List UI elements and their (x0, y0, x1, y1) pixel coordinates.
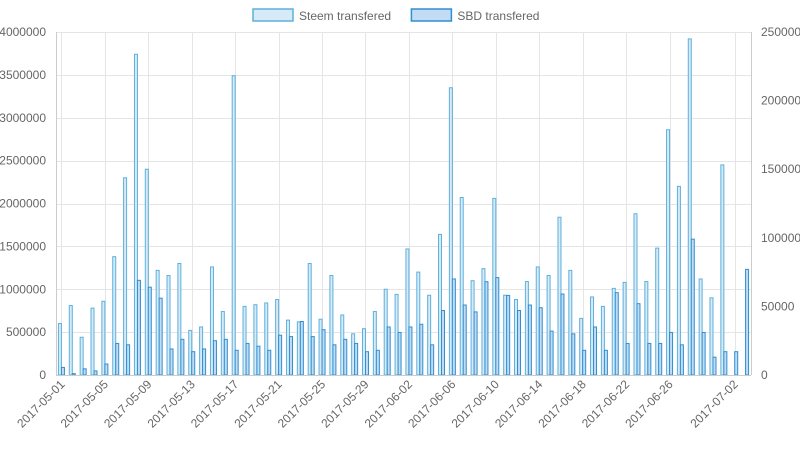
bar-sbd[interactable] (126, 344, 131, 376)
y-right-tick-label: 150000 (761, 162, 800, 176)
bar-steem[interactable] (68, 305, 73, 376)
bar-sbd[interactable] (538, 307, 543, 376)
legend-item-steem[interactable]: Steem transfered (252, 8, 391, 23)
bar-sbd[interactable] (288, 336, 293, 376)
bar-sbd[interactable] (321, 329, 326, 376)
bar-sbd[interactable] (679, 344, 684, 376)
bar-sbd[interactable] (397, 331, 402, 376)
bar-sbd[interactable] (267, 349, 272, 376)
bar-sbd[interactable] (582, 349, 587, 376)
bar-sbd[interactable] (484, 281, 489, 376)
legend-swatch (252, 8, 294, 22)
bar-sbd[interactable] (332, 344, 337, 376)
bar-sbd[interactable] (734, 351, 739, 376)
bar-sbd[interactable] (60, 366, 65, 376)
bar-sbd[interactable] (462, 304, 467, 376)
bar-sbd[interactable] (745, 268, 750, 376)
bars (57, 38, 750, 376)
bar-steem[interactable] (720, 164, 725, 376)
bar-sbd[interactable] (202, 348, 207, 376)
y-axis-right: 0 50000 100000 150000 200000 250000 (751, 25, 800, 382)
y-left-tick-label: 3000000 (0, 111, 46, 125)
bar-sbd[interactable] (158, 297, 163, 376)
bar-sbd[interactable] (212, 340, 217, 376)
y-left-tick-label: 2000000 (0, 197, 46, 211)
bar-sbd[interactable] (115, 342, 120, 376)
y-right-tick-label: 0 (761, 368, 768, 382)
bar-sbd[interactable] (310, 336, 315, 376)
bar-sbd[interactable] (278, 334, 283, 376)
legend[interactable]: Steem transfered SBD transfered (252, 8, 539, 23)
bar-steem[interactable] (90, 307, 95, 376)
y-left-tick-label: 3500000 (0, 68, 46, 82)
bar-sbd[interactable] (625, 342, 630, 376)
bar-sbd[interactable] (223, 338, 228, 376)
legend-label: Steem transfered (299, 9, 391, 23)
bar-sbd[interactable] (495, 277, 500, 376)
legend-label: SBD transfered (457, 9, 539, 23)
bar-sbd[interactable] (527, 304, 532, 376)
bar-sbd[interactable] (93, 370, 98, 376)
bar-sbd[interactable] (430, 344, 435, 376)
bar-sbd[interactable] (386, 326, 391, 376)
bar-sbd[interactable] (136, 279, 141, 376)
bar-sbd[interactable] (614, 292, 619, 376)
x-tick-label: 2017-06-26 (622, 377, 676, 431)
y-right-tick-label: 100000 (761, 231, 800, 245)
bar-sbd[interactable] (451, 278, 456, 376)
y-right-tick-label: 200000 (761, 94, 800, 108)
bar-sbd[interactable] (571, 333, 576, 376)
bar-sbd[interactable] (690, 238, 695, 376)
bar-sbd[interactable] (104, 363, 109, 376)
bar-sbd[interactable] (636, 303, 641, 376)
y-left-tick-label: 1000000 (0, 282, 46, 296)
bar-sbd[interactable] (180, 338, 185, 376)
bar-sbd[interactable] (549, 330, 554, 376)
bar-sbd[interactable] (191, 351, 196, 376)
bar-sbd[interactable] (506, 294, 511, 376)
bar-sbd[interactable] (701, 331, 706, 376)
bar-sbd[interactable] (147, 286, 152, 376)
bar-sbd[interactable] (408, 326, 413, 376)
y-left-tick-label: 4000000 (0, 25, 46, 39)
bar-sbd[interactable] (658, 342, 663, 376)
bar-sbd[interactable] (82, 368, 87, 376)
bar-sbd[interactable] (723, 351, 728, 376)
bar-sbd[interactable] (256, 345, 261, 376)
bar-sbd[interactable] (375, 349, 380, 376)
bar-sbd[interactable] (71, 373, 76, 376)
bar-sbd[interactable] (343, 338, 348, 376)
y-left-tick-label: 1500000 (0, 239, 46, 253)
bar-sbd[interactable] (234, 349, 239, 376)
bar-sbd[interactable] (419, 323, 424, 376)
bar-sbd[interactable] (593, 326, 598, 376)
bar-sbd[interactable] (560, 293, 565, 376)
legend-swatch (410, 8, 453, 22)
y-left-tick-label: 500000 (6, 325, 46, 339)
bar-sbd[interactable] (441, 310, 446, 376)
x-tick-label: 2017-07-02 (688, 377, 742, 431)
bar-sbd[interactable] (354, 342, 359, 376)
bar-sbd[interactable] (669, 331, 674, 376)
y-left-tick-label: 0 (39, 368, 46, 382)
x-axis: 2017-05-012017-05-052017-05-092017-05-13… (14, 375, 751, 431)
bar-sbd[interactable] (364, 351, 369, 376)
y-axis-left: 0 500000 1000000 1500000 2000000 2500000 30000… (0, 25, 57, 382)
bar-sbd[interactable] (473, 311, 478, 376)
bar-sbd[interactable] (299, 320, 304, 376)
bar-sbd[interactable] (517, 310, 522, 376)
y-right-tick-label: 50000 (761, 299, 795, 313)
y-right-tick-label: 250000 (761, 25, 800, 39)
bar-sbd[interactable] (245, 342, 250, 376)
bar-sbd[interactable] (647, 342, 652, 376)
bar-sbd[interactable] (603, 349, 608, 376)
bar-sbd[interactable] (712, 356, 717, 376)
bar-sbd[interactable] (169, 348, 174, 376)
legend-item-sbd[interactable]: SBD transfered (410, 8, 539, 23)
bar-steem[interactable] (231, 75, 236, 376)
y-left-tick-label: 2500000 (0, 154, 46, 168)
